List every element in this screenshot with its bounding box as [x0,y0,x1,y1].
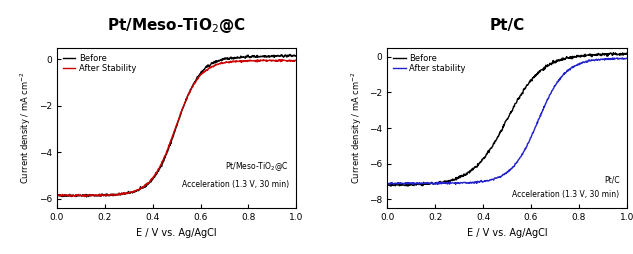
Before [564,56,572,59]
Text: Acceleration (1.3 V, 30 min): Acceleration (1.3 V, 30 min) [182,180,289,189]
Before [194,74,202,77]
Before [623,52,630,55]
After stability [525,141,532,144]
Y-axis label: Current density / mA cm$^{-2}$: Current density / mA cm$^{-2}$ [349,72,363,184]
After stability [544,98,551,101]
Before [525,82,532,85]
Before [286,53,294,56]
Before [83,195,91,198]
Before [384,183,391,186]
After Stability [194,76,202,80]
After stability [623,57,630,60]
Text: Pt/Meso-TiO$_2$@C: Pt/Meso-TiO$_2$@C [225,160,289,173]
After Stability [213,63,221,66]
After stability [426,182,434,185]
Before [610,51,617,54]
Legend: Before, After Stability: Before, After Stability [61,52,138,75]
Before [162,154,170,157]
X-axis label: E / V vs. Ag/AgCl: E / V vs. Ag/AgCl [467,228,548,238]
X-axis label: E / V vs. Ag/AgCl: E / V vs. Ag/AgCl [136,228,217,238]
Text: Pt/C: Pt/C [604,175,620,184]
After Stability [292,58,300,61]
Before [446,181,453,184]
After stability [446,181,453,184]
After stability [434,183,441,186]
Line: Before: Before [387,53,627,186]
Text: Acceleration (1.3 V, 30 min): Acceleration (1.3 V, 30 min) [512,190,620,199]
Before [53,194,61,197]
Before [492,139,500,142]
After stability [613,56,621,59]
After Stability [234,60,241,63]
After stability [564,70,572,73]
Before [544,63,551,66]
After Stability [279,58,287,61]
Before [96,194,104,197]
Line: After stability: After stability [387,58,627,184]
Before [426,182,434,185]
Before [234,57,241,60]
Before [404,185,412,188]
Text: Pt/Meso-TiO$_2$@C: Pt/Meso-TiO$_2$@C [107,16,246,35]
After Stability [115,192,123,195]
After Stability [72,195,79,198]
After stability [492,177,500,180]
Legend: Before, After stability: Before, After stability [391,52,467,75]
Line: After Stability: After Stability [57,60,296,197]
Text: Pt/C: Pt/C [489,18,525,33]
Line: Before: Before [57,54,296,197]
Before [115,193,123,196]
After Stability [162,153,170,156]
Y-axis label: Current density / mA cm$^{-2}$: Current density / mA cm$^{-2}$ [19,72,34,184]
Before [292,54,300,57]
After Stability [96,193,104,196]
After stability [384,181,391,184]
After Stability [53,194,61,197]
Before [213,60,221,63]
